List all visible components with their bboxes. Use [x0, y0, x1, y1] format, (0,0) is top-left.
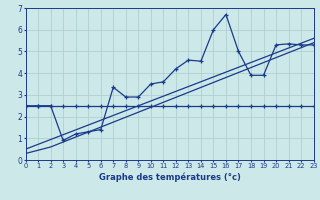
- X-axis label: Graphe des températures (°c): Graphe des températures (°c): [99, 172, 241, 182]
